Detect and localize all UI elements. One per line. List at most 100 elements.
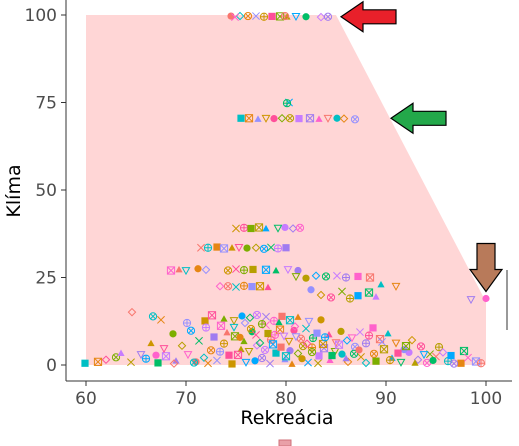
data-point [186, 326, 196, 335]
data-point [268, 340, 278, 349]
data-point [201, 323, 211, 332]
data-point [295, 223, 305, 232]
data-point [194, 265, 202, 273]
data-point [372, 293, 380, 300]
data-point [349, 349, 359, 358]
data-point [232, 265, 240, 274]
data-point [101, 355, 111, 365]
data-point [152, 351, 160, 359]
data-point [338, 350, 346, 358]
data-point [252, 341, 262, 350]
data-point [203, 243, 213, 252]
data-point [199, 353, 209, 362]
data-point [267, 243, 275, 252]
data-point [220, 315, 228, 322]
data-point [291, 333, 301, 342]
data-point [354, 272, 362, 281]
data-point [316, 12, 326, 22]
data-point [302, 13, 310, 21]
data-point [391, 339, 401, 348]
data-point [338, 287, 346, 296]
data-point [270, 115, 278, 123]
data-point [264, 283, 272, 291]
data-point [364, 331, 374, 340]
data-point [81, 359, 89, 367]
data-point [228, 360, 236, 368]
data-point [251, 357, 259, 365]
data-point [385, 356, 395, 365]
data-point [148, 312, 158, 321]
data-point [260, 345, 270, 355]
data-point [304, 317, 314, 326]
data-point [117, 349, 125, 356]
data-point [416, 342, 426, 351]
data-point [204, 359, 212, 368]
data-point [282, 244, 290, 252]
data-point [464, 353, 472, 362]
data-point [236, 333, 244, 341]
data-point [238, 312, 246, 320]
data-point [378, 337, 386, 346]
highlight-region-layer [86, 15, 486, 365]
data-point [298, 355, 306, 363]
y-tick-label: 25 [35, 269, 57, 289]
data-point [161, 352, 171, 361]
data-point [213, 243, 221, 251]
data-point [251, 243, 261, 253]
data-point [407, 335, 417, 345]
data-point [282, 99, 292, 108]
data-point [259, 12, 269, 21]
data-point [234, 244, 244, 253]
data-point [302, 274, 310, 282]
data-point [239, 223, 249, 232]
data-point [232, 282, 240, 291]
data-point [384, 329, 392, 337]
data-point [237, 114, 245, 122]
data-point [219, 244, 229, 253]
data-point [240, 318, 250, 328]
data-point [248, 283, 256, 291]
data-point [197, 243, 205, 252]
data-point [396, 358, 406, 367]
data-point [279, 332, 289, 341]
data-point [307, 347, 317, 357]
data-point [154, 359, 162, 367]
data-point [377, 280, 385, 288]
data-point [219, 339, 229, 348]
data-point [241, 358, 251, 367]
data-point [252, 310, 262, 320]
data-point [391, 282, 401, 291]
data-point [257, 353, 267, 363]
y-axis-title: Klíma [3, 164, 25, 217]
data-point [273, 244, 283, 253]
data-point [345, 294, 355, 303]
data-point [157, 315, 165, 324]
data-point [201, 317, 209, 325]
data-point [476, 359, 486, 368]
data-point [281, 355, 289, 363]
data-point [308, 333, 318, 343]
data-point [223, 266, 233, 275]
data-point [354, 292, 362, 300]
data-point [466, 296, 476, 305]
data-point [326, 293, 336, 302]
data-point [361, 339, 371, 348]
data-point [247, 224, 255, 233]
data-point [147, 339, 155, 347]
data-point [356, 328, 364, 337]
data-point [419, 351, 429, 360]
data-point [457, 359, 465, 367]
data-point [225, 351, 233, 359]
data-point [347, 334, 357, 343]
data-point [172, 357, 180, 364]
x-tick-label: 70 [175, 389, 197, 409]
legend-key-partial [278, 439, 292, 446]
data-point [93, 357, 103, 366]
data-point [342, 354, 350, 362]
data-point [136, 351, 146, 360]
y-tick-label: 0 [46, 356, 57, 376]
data-point [294, 313, 302, 320]
x-tick-label: 80 [275, 389, 297, 409]
data-point [175, 265, 183, 273]
